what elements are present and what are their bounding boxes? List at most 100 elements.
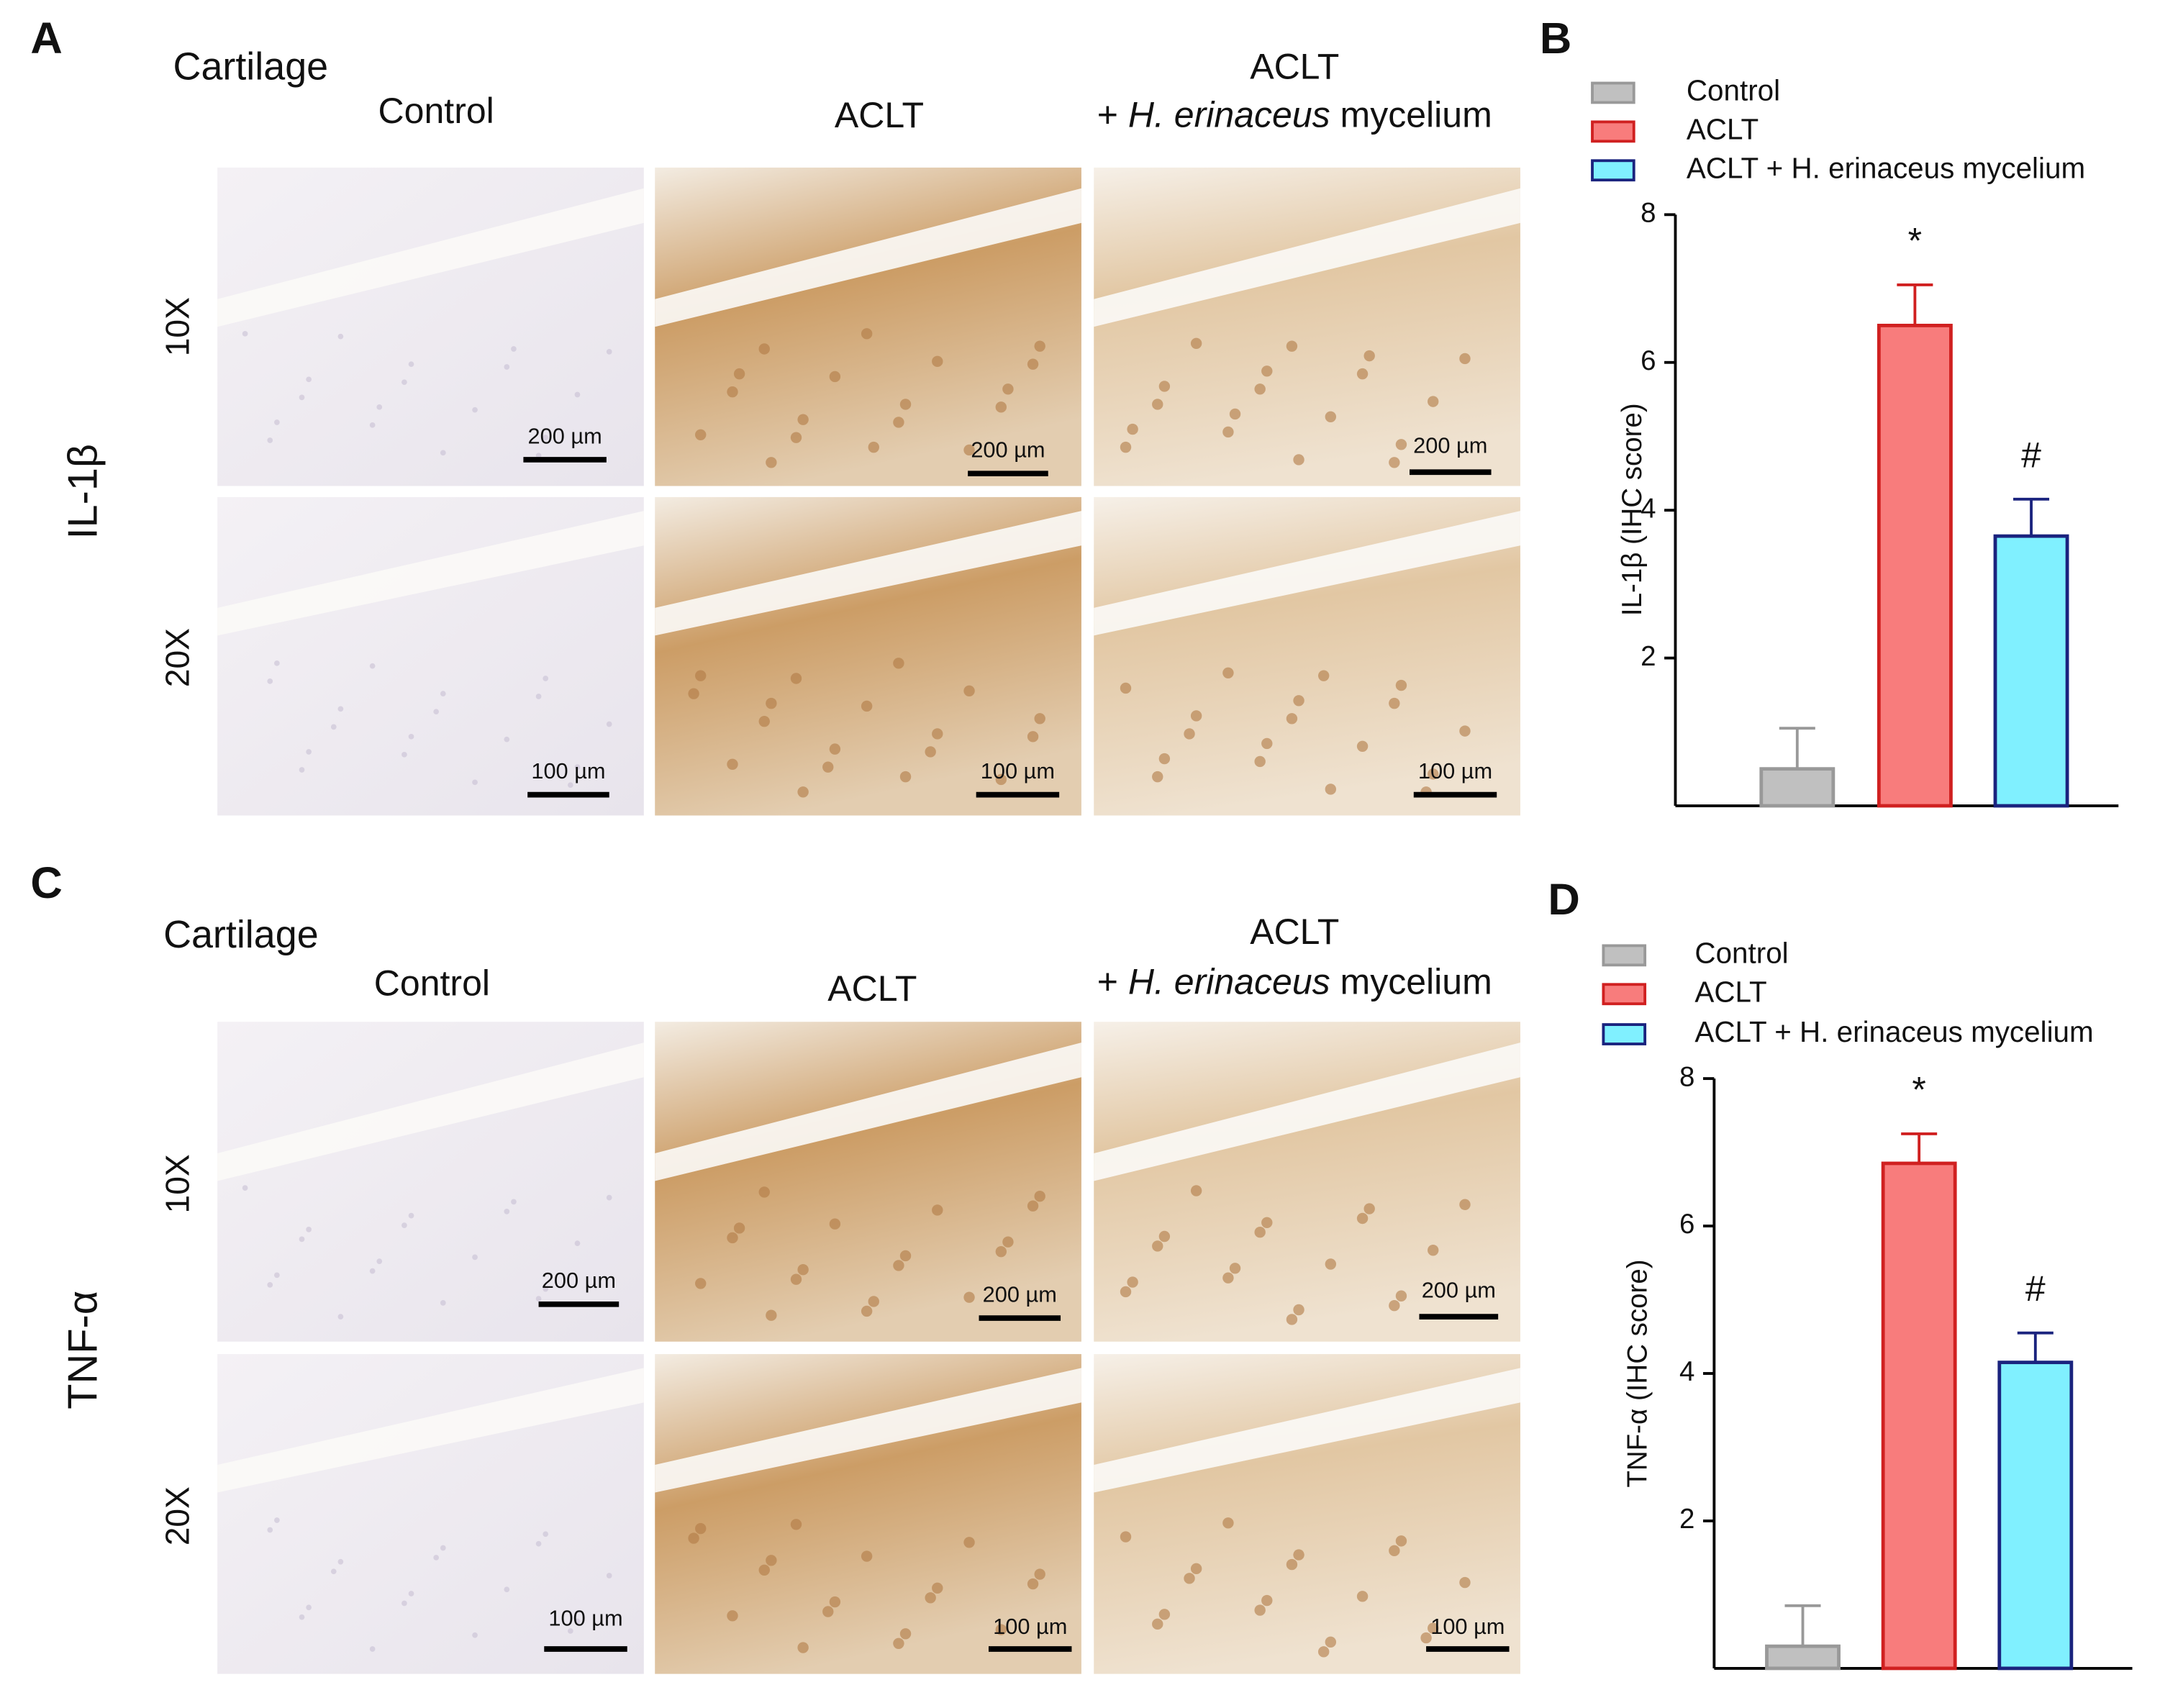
cell (1222, 1517, 1234, 1529)
cell (1222, 1272, 1234, 1284)
cell (797, 786, 809, 798)
subtitle-part: + (1097, 961, 1128, 1001)
cell (1027, 1578, 1039, 1590)
cell (1356, 1591, 1369, 1602)
cell (963, 444, 975, 456)
cell (899, 1250, 912, 1262)
joint-space (655, 1368, 1081, 1493)
cell (1286, 340, 1298, 352)
cell (861, 328, 873, 340)
cell (861, 1305, 873, 1317)
cell (1389, 1300, 1400, 1312)
cell (963, 1291, 975, 1303)
panel-letter: B (1540, 14, 1571, 63)
cell (535, 694, 542, 699)
cell (1261, 1594, 1273, 1607)
cell (1229, 408, 1241, 420)
cell (274, 1272, 280, 1278)
row-label: 10X (158, 297, 196, 356)
cell (567, 1628, 573, 1634)
cell (829, 371, 841, 383)
column-title: Control (374, 963, 490, 1003)
column-title: ACLT (1250, 912, 1339, 952)
legend-label: Control (1687, 74, 1780, 107)
joint-space (217, 1042, 644, 1181)
cell (408, 361, 414, 368)
bar (1881, 1161, 1957, 1671)
cell (1254, 383, 1266, 395)
cell (1428, 768, 1439, 780)
column-title: ACLT (1250, 46, 1339, 86)
scale-bar-label: 200 µm (971, 437, 1045, 463)
cell (727, 386, 738, 398)
scale-bar-label: 100 µm (1418, 758, 1492, 783)
cell (1428, 1245, 1439, 1256)
cell (758, 1564, 770, 1576)
bar (1993, 534, 2069, 808)
scale-bar-label: 200 µm (528, 423, 602, 448)
cell (868, 1296, 879, 1307)
cell (369, 1268, 376, 1274)
significance-mark: * (1912, 1069, 1925, 1109)
cell (1034, 713, 1045, 724)
scale-bar-label: 200 µm (983, 1281, 1057, 1307)
cell (1120, 441, 1132, 453)
tissue-label: Cartilage (173, 45, 329, 88)
cell (511, 346, 517, 352)
cell (1229, 1263, 1241, 1274)
cell (1325, 1636, 1337, 1648)
cell (267, 1282, 273, 1288)
legend-label: ACLT + H. erinaceus mycelium (1694, 1015, 2093, 1048)
cell (797, 1263, 809, 1276)
cell (925, 746, 936, 758)
cell (932, 1204, 943, 1216)
cell (1254, 1604, 1266, 1616)
cell (790, 673, 802, 684)
cell (893, 1260, 904, 1271)
joint-space (655, 511, 1081, 636)
cell (267, 437, 273, 443)
cell (766, 1555, 777, 1566)
cell (440, 691, 446, 697)
cell (829, 1596, 841, 1608)
cell (925, 1592, 936, 1604)
column-title: Control (378, 91, 494, 131)
cell (932, 1582, 943, 1594)
cell (829, 1218, 841, 1230)
y-tick-label: 2 (1679, 1504, 1694, 1535)
legend-swatch (1591, 81, 1635, 104)
cell (376, 1258, 383, 1264)
cell (330, 724, 337, 730)
cell (1395, 679, 1407, 691)
cell (408, 1591, 414, 1596)
cell (337, 333, 344, 340)
cell (797, 414, 809, 425)
cell (511, 1199, 517, 1205)
joint-space (1094, 511, 1520, 636)
cell (1389, 457, 1400, 468)
significance-mark: # (2021, 435, 2041, 475)
legend-swatch (1602, 983, 1647, 1006)
cell (543, 435, 549, 441)
cell (790, 1519, 802, 1530)
cell (369, 1646, 376, 1652)
cell (606, 1194, 612, 1201)
cell (1158, 381, 1171, 392)
cell (299, 767, 305, 773)
legend-label: ACLT (1694, 975, 1766, 1008)
cell (893, 658, 904, 669)
cell (306, 1227, 312, 1232)
scale-bar-label: 200 µm (1422, 1278, 1496, 1303)
cell (440, 1300, 446, 1306)
legend-label: Control (1694, 937, 1788, 970)
cell (472, 779, 478, 786)
cell (242, 330, 248, 337)
cell (1152, 771, 1163, 783)
cell (963, 685, 975, 697)
joint-space (217, 511, 644, 636)
cell (535, 1296, 542, 1302)
cell (1120, 1531, 1132, 1543)
cell (401, 1222, 407, 1228)
legend-label: ACLT + H. erinaceus mycelium (1687, 151, 2085, 184)
cell (727, 1232, 738, 1244)
